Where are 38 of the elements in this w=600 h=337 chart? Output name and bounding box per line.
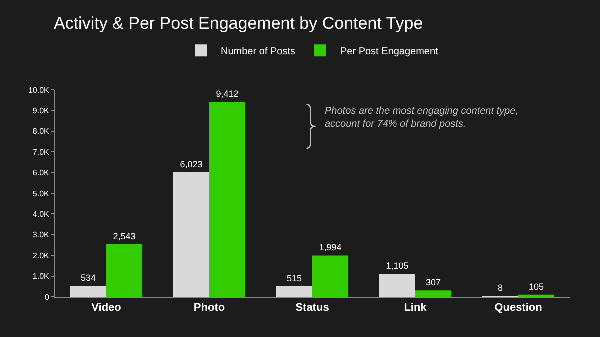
data-label: 515 <box>286 273 302 284</box>
bar <box>379 274 416 297</box>
bar <box>70 286 106 297</box>
x-tick-label: Question <box>494 302 543 314</box>
x-tick-label: Link <box>404 302 428 314</box>
data-label: 105 <box>529 282 544 292</box>
y-tick-label: 1.0K <box>32 272 50 282</box>
data-label: 1,994 <box>319 242 342 253</box>
y-tick-label: 7.0K <box>32 148 50 157</box>
annotation: Photos are the most engaging content type, account for 74% of brand posts. <box>325 106 518 130</box>
bar <box>173 172 210 297</box>
y-tick-label: 6.0K <box>32 168 50 178</box>
bar <box>106 244 143 297</box>
y-tick-label: 0 <box>44 292 50 302</box>
legend-label: Number of Posts <box>221 46 296 58</box>
data-label: 8 <box>498 283 503 293</box>
x-tick-label: Photo <box>194 302 226 314</box>
y-tick-label: 3.0K <box>32 230 50 240</box>
data-label: 534 <box>80 272 96 283</box>
chart-title: Activity & Per Post Engagement by Content Type <box>54 14 424 33</box>
data-label: 307 <box>426 278 442 288</box>
data-label: 9,412 <box>216 89 239 100</box>
bar <box>276 286 312 297</box>
x-tick-label: Status <box>296 302 330 314</box>
legend-label: Per Post Engagement <box>340 46 439 58</box>
bar <box>416 290 452 297</box>
y-tick-label: 5.0K <box>32 189 50 198</box>
bar <box>312 256 349 297</box>
data-label: 2,543 <box>113 231 136 242</box>
y-tick-label: 10.0K <box>28 86 50 95</box>
y-tick-label: 9.0K <box>32 106 50 116</box>
y-tick-label: 4.0K <box>32 210 50 219</box>
bar <box>210 102 246 297</box>
y-tick-label: 2.0K <box>32 251 50 260</box>
x-tick-label: Video <box>92 302 122 314</box>
data-label: 1,105 <box>386 261 409 272</box>
data-label: 6,023 <box>180 159 203 170</box>
y-tick-label: 8.0K <box>32 127 50 136</box>
